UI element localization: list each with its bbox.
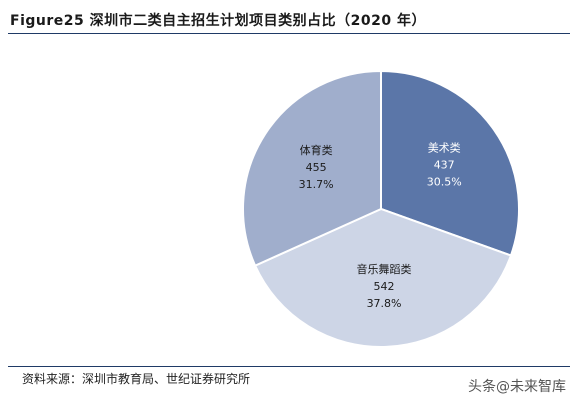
watermark: 头条@未来智库 (468, 379, 566, 395)
chart-title: Figure25 深圳市二类自主招生计划项目类别占比（2020 年） (10, 13, 426, 29)
slice-label-category-1: 美术类 (428, 141, 461, 155)
slice-label-value-3: 455 (306, 161, 327, 174)
slice-label-value-1: 437 (434, 159, 455, 172)
slice-label-percent-3: 31.7% (299, 178, 334, 191)
slice-label-percent-2: 37.8% (367, 297, 402, 310)
slice-label-percent-1: 30.5% (427, 176, 462, 189)
slice-label-value-2: 542 (374, 280, 395, 293)
slice-label-category-3: 体育类 (300, 143, 333, 157)
pie-slice-2 (253, 207, 513, 348)
pie-slice-3 (242, 69, 382, 267)
source-note: 资料来源：深圳市教育局、世纪证券研究所 (22, 372, 251, 386)
slice-label-category-2: 音乐舞蹈类 (357, 262, 412, 276)
source-divider (8, 366, 570, 367)
title-divider (8, 33, 570, 34)
pie-slice-1 (380, 69, 520, 257)
